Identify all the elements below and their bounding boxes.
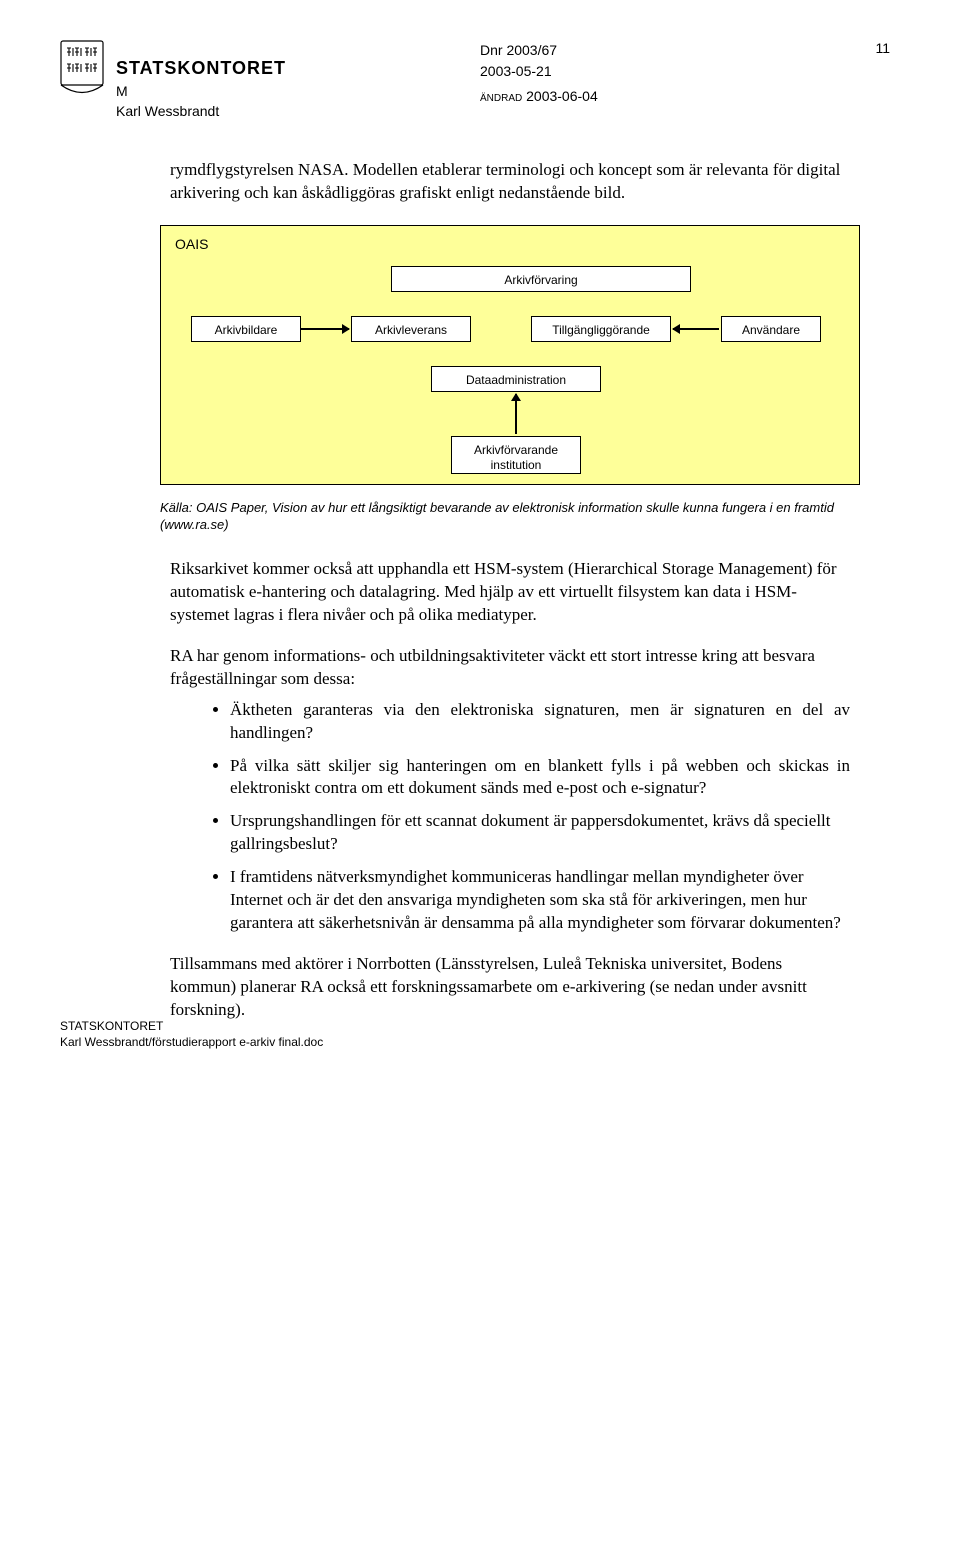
page: STATSKONTORET M Karl Wessbrandt Dnr 2003… xyxy=(0,0,960,1080)
list-item: Ursprungshandlingen för ett scannat doku… xyxy=(230,810,850,856)
paragraph-4: Tillsammans med aktörer i Norrbotten (Lä… xyxy=(170,953,850,1022)
node-tillgangliggorande: Tillgängliggörande xyxy=(531,316,671,342)
question-list: Äktheten garanteras via den elektroniska… xyxy=(170,699,850,935)
node-arkivforvaring: Arkivförvaring xyxy=(391,266,691,292)
page-number: 11 xyxy=(875,40,890,56)
changed-label: ÄNDRAD xyxy=(480,93,522,104)
oais-diagram: OAIS Arkivförvaring Arkivbildare Arkivle… xyxy=(160,225,860,534)
oais-title: OAIS xyxy=(175,236,845,252)
node-arkivforvarande-inst: Arkivförvarande institution xyxy=(451,436,581,474)
crest-icon xyxy=(60,40,104,96)
node-arkivleverans: Arkivleverans xyxy=(351,316,471,342)
list-item: Äktheten garanteras via den elektroniska… xyxy=(230,699,850,745)
arrow-inst-to-data xyxy=(515,394,517,434)
oais-container: OAIS Arkivförvaring Arkivbildare Arkivle… xyxy=(160,225,860,485)
list-item: På vilka sätt skiljer sig hanteringen om… xyxy=(230,755,850,801)
changed-date: 2003-06-04 xyxy=(526,88,598,104)
arrow-ab-to-lev xyxy=(301,328,349,330)
footer-line-1: STATSKONTORET xyxy=(60,1018,323,1034)
paragraph-2: Riksarkivet kommer också att upphandla e… xyxy=(170,558,850,627)
paragraph-3: RA har genom informations- och utbildnin… xyxy=(170,645,850,691)
dnr: Dnr 2003/67 xyxy=(480,40,598,61)
intro-paragraph: rymdflygstyrelsen NASA. Modellen etabler… xyxy=(170,159,850,205)
doc-date: 2003-05-21 xyxy=(480,61,598,82)
arrow-anv-to-tillg xyxy=(673,328,719,330)
diagram-caption: Källa: OAIS Paper, Vision av hur ett lån… xyxy=(160,499,860,534)
header: STATSKONTORET M Karl Wessbrandt xyxy=(60,40,880,119)
node-arkivbildare: Arkivbildare xyxy=(191,316,301,342)
content: rymdflygstyrelsen NASA. Modellen etabler… xyxy=(170,159,850,1022)
node-anvandare: Användare xyxy=(721,316,821,342)
list-item: I framtidens nätverksmyndighet kommunice… xyxy=(230,866,850,935)
node-dataadministration: Dataadministration xyxy=(431,366,601,392)
footer: STATSKONTORET Karl Wessbrandt/förstudier… xyxy=(60,1018,323,1050)
doc-meta: Dnr 2003/67 2003-05-21 ÄNDRAD 2003-06-04 xyxy=(480,40,598,107)
footer-line-2: Karl Wessbrandt/förstudierapport e-arkiv… xyxy=(60,1034,323,1050)
